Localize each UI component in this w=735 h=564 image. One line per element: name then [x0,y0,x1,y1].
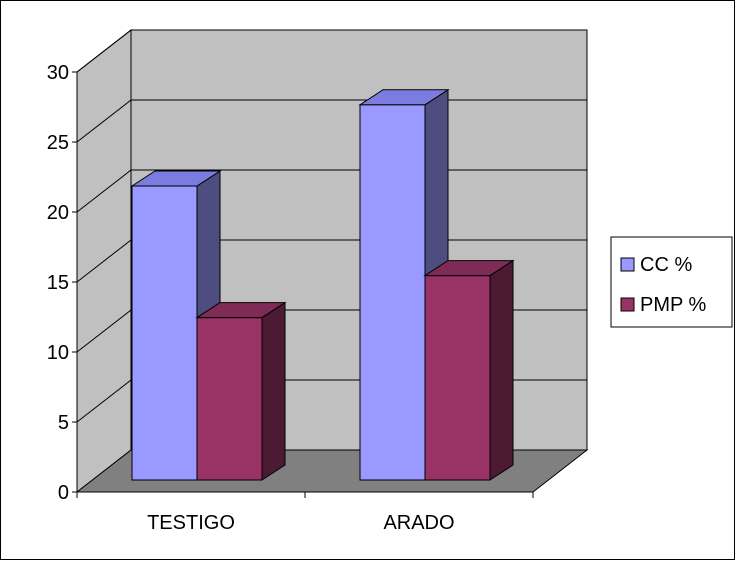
bar-side [261,301,286,481]
bar-front [196,317,263,481]
bar [130,170,222,481]
bar-top [358,89,450,106]
legend-label: PMP % [640,294,707,316]
x-tick-label: ARADO [383,512,454,534]
gridline-side [76,309,132,353]
y-tick-label: 5 [58,412,69,434]
gridline-side [76,239,132,283]
y-tick-label: 25 [47,132,69,154]
legend-box [610,236,733,328]
gridline-side [76,379,132,423]
y-tick-label: 10 [47,342,69,364]
bar-front [131,185,198,481]
legend-swatch [620,257,635,272]
y-tick-label: 15 [47,272,69,294]
y-tick-label: 30 [47,62,69,84]
legend: CC % PMP % [610,236,733,328]
y-tick-label: 20 [47,202,69,224]
legend-swatch [620,297,635,312]
bar-top [195,302,287,319]
bar-front [359,104,426,481]
bars [130,88,515,481]
x-tick-label: TESTIGO [147,512,235,534]
gridline-side [76,29,132,73]
bar [423,259,515,481]
bar-top [130,170,222,187]
bar-side [489,259,514,481]
axes: 0 5 10 15 20 25 30 TESTIGO ARADO [47,62,534,534]
gridline-side [76,169,132,213]
bar [195,301,287,481]
gridline-side [76,99,132,143]
bar-top [423,260,515,277]
bar-front [424,275,491,481]
legend-label: CC % [640,254,692,276]
y-tick-label: 0 [58,482,69,504]
